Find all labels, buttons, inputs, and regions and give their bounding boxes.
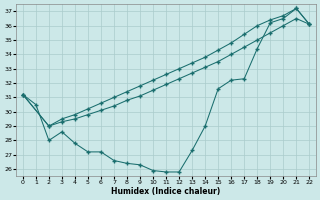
X-axis label: Humidex (Indice chaleur): Humidex (Indice chaleur) xyxy=(111,187,221,196)
